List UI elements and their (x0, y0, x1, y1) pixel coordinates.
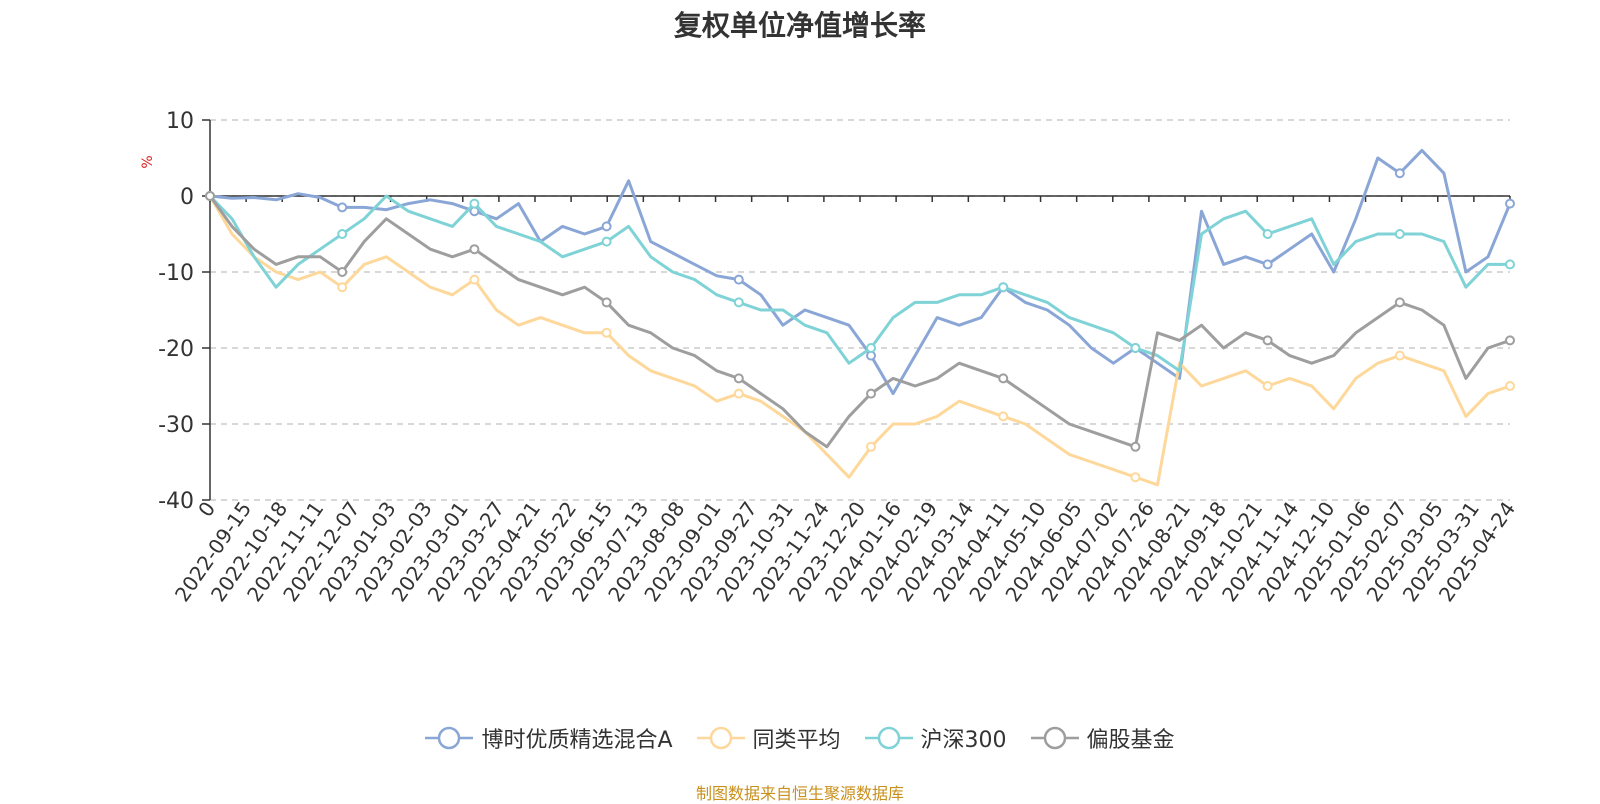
legend-item[interactable]: 博时优质精选混合A (425, 722, 673, 754)
series-line-2 (208, 194, 1510, 373)
legend-swatch (425, 726, 474, 750)
legend-label: 沪深300 (920, 728, 1007, 753)
y-tick-label: -40 (158, 489, 194, 514)
series-point-2 (866, 343, 877, 353)
series-point-2 (733, 297, 744, 308)
series-point-3 (1394, 297, 1405, 308)
legend-item[interactable]: 沪深300 (864, 722, 1007, 754)
series-point-3 (205, 191, 215, 201)
series-point-1 (1394, 350, 1405, 361)
y-tick-label: -10 (158, 261, 194, 286)
series-point-3 (1262, 335, 1273, 346)
series-point-1 (1262, 381, 1273, 391)
legend-swatch-marker (877, 726, 900, 750)
legend-swatch (864, 726, 913, 750)
chart-legend: 博时优质精选混合A 同类平均 沪深300 偏股基金 (0, 722, 1600, 754)
series-point-0 (1262, 259, 1273, 270)
series-point-2 (1130, 343, 1141, 353)
series-point-3 (1505, 335, 1515, 346)
legend-label: 博时优质精选混合A (481, 728, 673, 753)
series-point-1 (1130, 472, 1141, 483)
series-point-1 (337, 282, 348, 293)
series-point-3 (601, 297, 612, 308)
series-point-0 (601, 221, 612, 232)
legend-item[interactable]: 同类平均 (696, 722, 841, 754)
y-tick-label: -20 (158, 337, 194, 362)
y-axis-unit: % (140, 155, 156, 168)
series-point-2 (469, 198, 480, 209)
y-tick-label: 10 (166, 109, 194, 134)
source-note: 制图数据来自恒生聚源数据库 (695, 784, 904, 803)
series-point-2 (601, 236, 612, 247)
series-point-3 (866, 388, 877, 399)
series-point-1 (601, 327, 612, 338)
y-tick-label: -30 (158, 413, 194, 438)
series-point-3 (998, 373, 1009, 384)
series-point-2 (1505, 259, 1515, 270)
series-point-1 (733, 388, 744, 399)
series-line-0 (209, 148, 1512, 396)
legend-swatch (696, 726, 745, 750)
legend-swatch (1030, 726, 1079, 750)
series-point-0 (733, 274, 744, 285)
series-point-0 (337, 202, 348, 213)
series-point-1 (866, 441, 877, 452)
series-point-0 (1505, 198, 1515, 209)
legend-label: 偏股基金 (1086, 728, 1175, 753)
series-line-3 (208, 195, 1511, 449)
y-tick-label: 0 (180, 185, 194, 210)
series-point-0 (1394, 168, 1405, 179)
series-point-2 (1394, 229, 1405, 239)
series-point-2 (337, 229, 348, 239)
series-point-1 (469, 274, 480, 285)
series-point-3 (469, 244, 480, 255)
legend-swatch-marker (438, 726, 461, 750)
series-point-2 (1262, 229, 1273, 239)
series-point-3 (1130, 441, 1141, 452)
legend-label: 同类平均 (752, 728, 841, 753)
series-line-1 (208, 195, 1511, 487)
legend-item[interactable]: 偏股基金 (1030, 722, 1175, 754)
legend-swatch-marker (1043, 726, 1066, 750)
series-point-3 (733, 373, 744, 384)
chart-title: 复权单位净值增长率 (673, 9, 926, 42)
series-point-3 (337, 267, 348, 277)
legend-swatch-marker (709, 726, 732, 750)
series-point-1 (1505, 381, 1515, 391)
series-point-1 (998, 411, 1009, 422)
series-point-2 (998, 282, 1009, 293)
